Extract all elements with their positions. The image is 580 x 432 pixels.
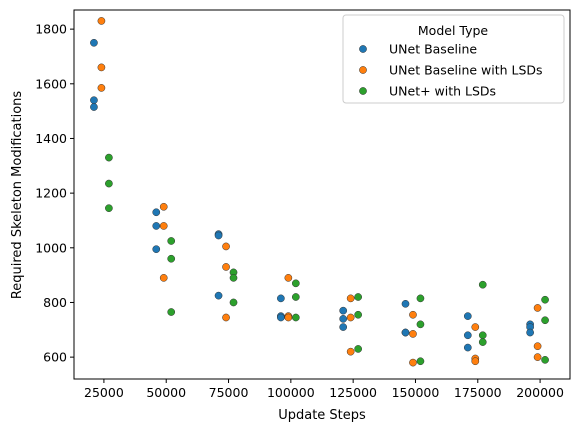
data-point-series-1 bbox=[90, 38, 98, 47]
x-tick-label: 125000 bbox=[329, 385, 377, 400]
legend-items: UNet Baseline UNet Baseline with LSDs UNet… bbox=[359, 42, 543, 99]
y-tick-label: 1200 bbox=[35, 186, 67, 201]
data-point-series-2 bbox=[346, 313, 355, 322]
data-point-series-3 bbox=[229, 274, 238, 282]
legend-label: UNet Baseline bbox=[389, 42, 477, 57]
data-point-series-3 bbox=[416, 320, 425, 329]
x-tick-label: 25000 bbox=[84, 385, 124, 400]
data-point-series-3 bbox=[167, 254, 176, 263]
y-tick-label: 1400 bbox=[35, 131, 67, 146]
data-point-series-3 bbox=[541, 356, 549, 364]
data-point-series-1 bbox=[339, 306, 348, 315]
data-point-series-2 bbox=[533, 353, 542, 361]
data-point-series-1 bbox=[214, 231, 223, 240]
x-axis-label: Update Steps bbox=[278, 408, 366, 423]
data-point-series-3 bbox=[291, 293, 300, 301]
data-point-series-2 bbox=[471, 357, 480, 366]
x-tick-label: 100000 bbox=[267, 385, 315, 400]
data-point-series-1 bbox=[90, 96, 98, 105]
data-point-series-2 bbox=[471, 323, 480, 331]
y-tick-label: 1000 bbox=[35, 240, 67, 255]
data-point-series-3 bbox=[105, 179, 113, 188]
data-point-series-3 bbox=[416, 357, 425, 366]
legend-title: Model Type bbox=[418, 23, 489, 38]
legend-marker bbox=[359, 66, 367, 74]
data-point-series-3 bbox=[541, 295, 549, 304]
legend-marker bbox=[359, 45, 367, 53]
data-point-series-1 bbox=[152, 222, 161, 230]
data-point-series-1 bbox=[214, 291, 223, 300]
data-point-series-3 bbox=[354, 310, 362, 319]
data-point-series-1 bbox=[339, 315, 348, 323]
y-tick-label: 800 bbox=[43, 295, 67, 310]
data-point-series-2 bbox=[222, 313, 230, 322]
tick-layer: 25000 50000 75000 100000 125000 150000 175000 2… bbox=[35, 22, 564, 400]
y-axis-label: Required Skeleton Modifications bbox=[10, 91, 25, 300]
data-point-series-3 bbox=[478, 338, 487, 346]
x-tick-label: 50000 bbox=[146, 385, 186, 400]
data-point-series-2 bbox=[97, 63, 106, 72]
x-tick-label: 175000 bbox=[454, 385, 502, 400]
data-point-series-1 bbox=[401, 328, 410, 337]
data-point-series-1 bbox=[463, 312, 472, 320]
y-tick-label: 1800 bbox=[35, 22, 67, 37]
y-tick-label: 600 bbox=[43, 350, 67, 365]
data-point-series-1 bbox=[339, 323, 348, 331]
x-tick-label: 200000 bbox=[516, 385, 564, 400]
data-point-series-1 bbox=[401, 299, 410, 308]
data-point-series-2 bbox=[284, 313, 293, 322]
legend-label: UNet Baseline with LSDs bbox=[389, 63, 543, 78]
data-point-series-1 bbox=[463, 343, 472, 352]
data-point-series-3 bbox=[354, 293, 362, 301]
data-point-series-2 bbox=[533, 304, 542, 312]
data-point-series-3 bbox=[478, 280, 487, 289]
legend-label: UNet+ with LSDs bbox=[389, 84, 496, 99]
data-point-series-2 bbox=[409, 330, 417, 338]
legend-box bbox=[342, 14, 565, 104]
x-tick-label: 75000 bbox=[209, 385, 249, 400]
data-point-series-2 bbox=[222, 242, 230, 251]
data-point-series-3 bbox=[229, 298, 238, 307]
data-point-series-1 bbox=[463, 331, 472, 340]
data-point-series-2 bbox=[409, 358, 417, 367]
data-point-series-3 bbox=[167, 237, 176, 245]
data-point-series-3 bbox=[478, 331, 487, 340]
data-point-series-2 bbox=[222, 263, 230, 271]
data-point-series-2 bbox=[159, 274, 168, 282]
data-point-series-2 bbox=[159, 222, 168, 230]
data-point-series-2 bbox=[159, 202, 168, 211]
data-point-series-2 bbox=[409, 310, 417, 319]
data-point-series-2 bbox=[284, 274, 293, 282]
data-point-series-1 bbox=[90, 103, 98, 111]
data-point-series-3 bbox=[167, 308, 176, 316]
point-layer bbox=[90, 17, 549, 367]
data-point-series-3 bbox=[105, 153, 113, 162]
data-point-series-3 bbox=[291, 313, 300, 322]
data-point-series-2 bbox=[533, 342, 542, 351]
data-point-series-2 bbox=[97, 17, 106, 25]
data-point-series-2 bbox=[346, 294, 355, 303]
data-point-series-1 bbox=[152, 245, 161, 254]
data-point-series-1 bbox=[526, 328, 534, 337]
data-point-series-3 bbox=[416, 294, 425, 303]
data-point-series-2 bbox=[346, 347, 355, 356]
y-tick-label: 1600 bbox=[35, 76, 67, 91]
data-point-series-3 bbox=[105, 204, 113, 213]
data-point-series-1 bbox=[277, 313, 285, 322]
data-point-series-1 bbox=[152, 208, 161, 217]
legend-marker bbox=[359, 87, 367, 95]
plot-frame bbox=[73, 9, 571, 380]
data-point-series-3 bbox=[291, 279, 300, 288]
x-tick-label: 150000 bbox=[392, 385, 440, 400]
data-point-series-3 bbox=[541, 316, 549, 325]
data-point-series-2 bbox=[97, 84, 106, 92]
legend: Model Type UNet Baseline UNet Baseline wi… bbox=[342, 14, 565, 104]
data-point-series-3 bbox=[354, 345, 362, 353]
data-point-series-1 bbox=[277, 294, 285, 303]
